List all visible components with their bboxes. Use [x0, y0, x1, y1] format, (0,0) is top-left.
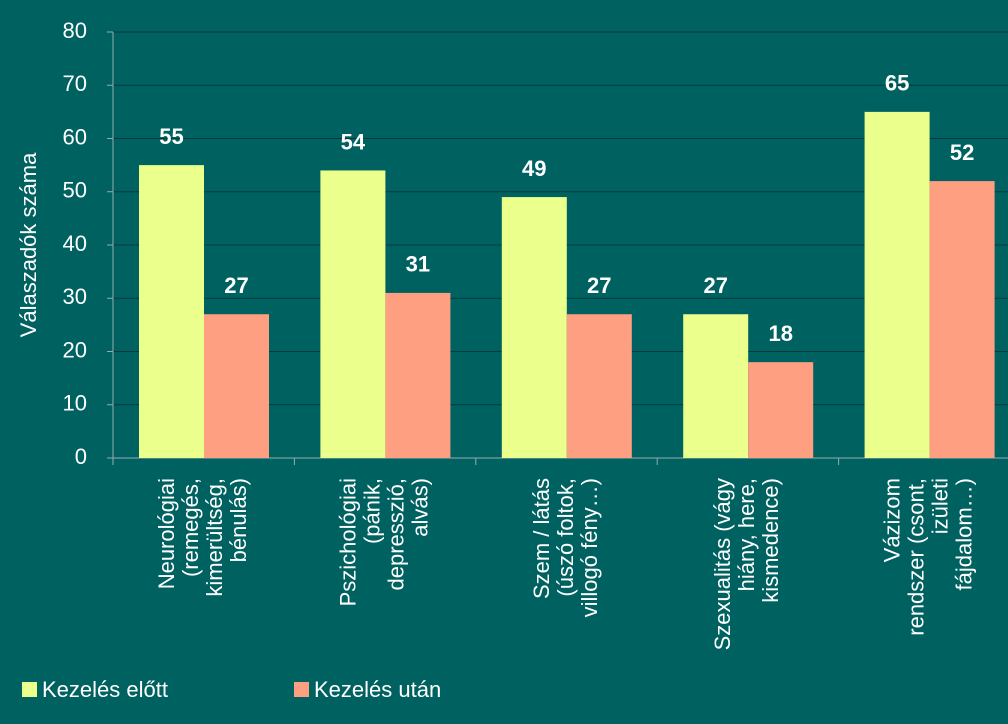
bar — [139, 165, 204, 458]
bar — [864, 111, 930, 458]
bar — [385, 292, 451, 458]
x-tick-label-line: Neurológiai — [154, 478, 179, 589]
legend-label: Kezelés előtt — [42, 677, 168, 702]
legend-swatch — [22, 682, 37, 697]
data-label: 49 — [522, 156, 546, 181]
bar — [929, 181, 995, 458]
y-tick-label: 30 — [63, 284, 87, 309]
x-tick-label-line: depresszió, — [383, 478, 408, 591]
x-tick-label: Szem / látás(úszó foltok,villogó fény…) — [529, 478, 602, 617]
bar — [501, 197, 567, 458]
data-label: 55 — [159, 124, 183, 149]
x-tick-label-line: Pszichológiai — [335, 478, 360, 606]
y-tick-label: 70 — [63, 71, 87, 96]
x-tick-label-line: kismedence) — [758, 478, 783, 603]
x-tick-label-line: (pánik, — [359, 478, 384, 544]
x-tick-label-line: hiány, here, — [734, 478, 759, 591]
data-label: 65 — [885, 71, 909, 96]
data-label: 18 — [768, 321, 792, 346]
bar — [683, 314, 749, 458]
legend-swatch — [294, 682, 309, 697]
x-tick-label: Neurológiai(remegés,kimerültség,bénulás) — [154, 478, 251, 597]
x-tick-label-line: alvás) — [407, 478, 432, 537]
x-tick-label: Pszichológiai(pánik,depresszió,alvás) — [335, 478, 432, 606]
legend-label: Kezelés után — [314, 677, 441, 702]
x-tick-label-line: (remegés, — [178, 478, 203, 577]
y-tick-label: 20 — [63, 337, 87, 362]
bar — [566, 314, 632, 458]
data-label: 27 — [703, 273, 727, 298]
x-tick-label-line: rendszer (csont, — [903, 478, 928, 636]
data-label: 27 — [587, 273, 611, 298]
y-tick-label: 0 — [75, 444, 87, 469]
x-tick-label-line: villogó fény…) — [577, 478, 602, 617]
x-tick-label-line: izületi — [927, 478, 952, 534]
bar — [204, 314, 269, 458]
x-tick-label-line: kimerültség, — [202, 478, 227, 597]
bar — [748, 362, 814, 458]
y-tick-label: 80 — [63, 18, 87, 43]
x-tick-label-line: Szexualitás (vágy — [710, 478, 735, 650]
x-tick-label-line: (úszó foltok, — [553, 478, 578, 597]
x-tick-label: Vázizomrendszer (csont,izületifájdalom…) — [879, 478, 976, 636]
y-tick-label: 50 — [63, 178, 87, 203]
y-tick-label: 60 — [63, 124, 87, 149]
bar — [320, 170, 386, 458]
y-tick-label: 40 — [63, 231, 87, 256]
data-label: 27 — [224, 273, 248, 298]
data-label: 31 — [406, 252, 430, 277]
data-label: 54 — [341, 129, 366, 154]
x-tick-label-line: Szem / látás — [529, 478, 554, 599]
data-label: 52 — [950, 140, 974, 165]
y-tick-label: 10 — [63, 391, 87, 416]
x-tick-label: Szexualitás (vágyhiány, here,kismedence) — [710, 478, 783, 650]
x-tick-label-line: bénulás) — [226, 478, 251, 562]
x-tick-label-line: Vázizom — [879, 478, 904, 562]
y-axis-label: Válaszadók száma — [16, 152, 41, 337]
x-tick-label-line: fájdalom…) — [951, 478, 976, 590]
